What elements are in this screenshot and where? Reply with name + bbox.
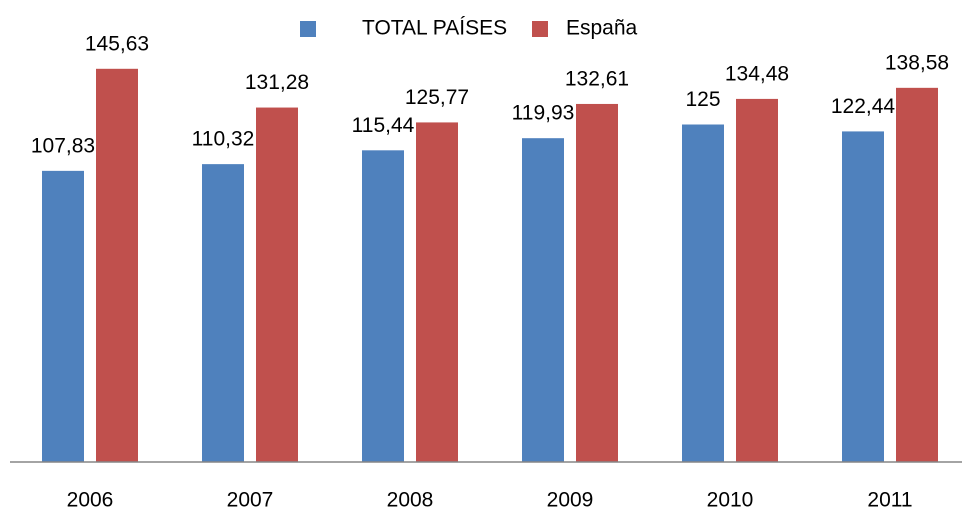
x-tick-label: 2006 [67,489,114,512]
legend-label: España [566,17,638,40]
bar [736,98,778,463]
bar [96,68,138,462]
x-tick-label: 2007 [227,489,274,512]
x-tick-label: 2009 [547,489,594,512]
x-tick-label: 2011 [867,489,912,512]
bar [576,103,618,462]
legend-swatch [532,21,548,37]
bar [522,138,564,462]
bar [416,122,458,463]
value-label: 119,93 [512,102,575,125]
value-label: 110,32 [192,128,255,151]
value-label: 145,63 [85,32,149,55]
bar [842,131,884,463]
bar [256,107,298,462]
value-label: 132,61 [565,67,629,90]
value-label: 125,77 [405,86,469,109]
x-tick-label: 2008 [387,489,434,512]
bar [362,150,404,462]
value-label: 122,44 [831,95,896,118]
bar [202,164,244,463]
bar [42,170,84,462]
bar [682,124,724,462]
value-label: 134,48 [725,62,789,85]
value-label: 125 [685,88,720,111]
value-label: 131,28 [245,71,309,94]
legend-label: TOTAL PAÍSES [362,17,507,40]
value-label: 107,83 [31,134,95,157]
value-label: 138,58 [885,51,949,74]
x-tick-label: 2010 [707,489,754,512]
bar [896,87,938,463]
legend-swatch [300,21,316,37]
value-label: 115,44 [352,114,415,137]
